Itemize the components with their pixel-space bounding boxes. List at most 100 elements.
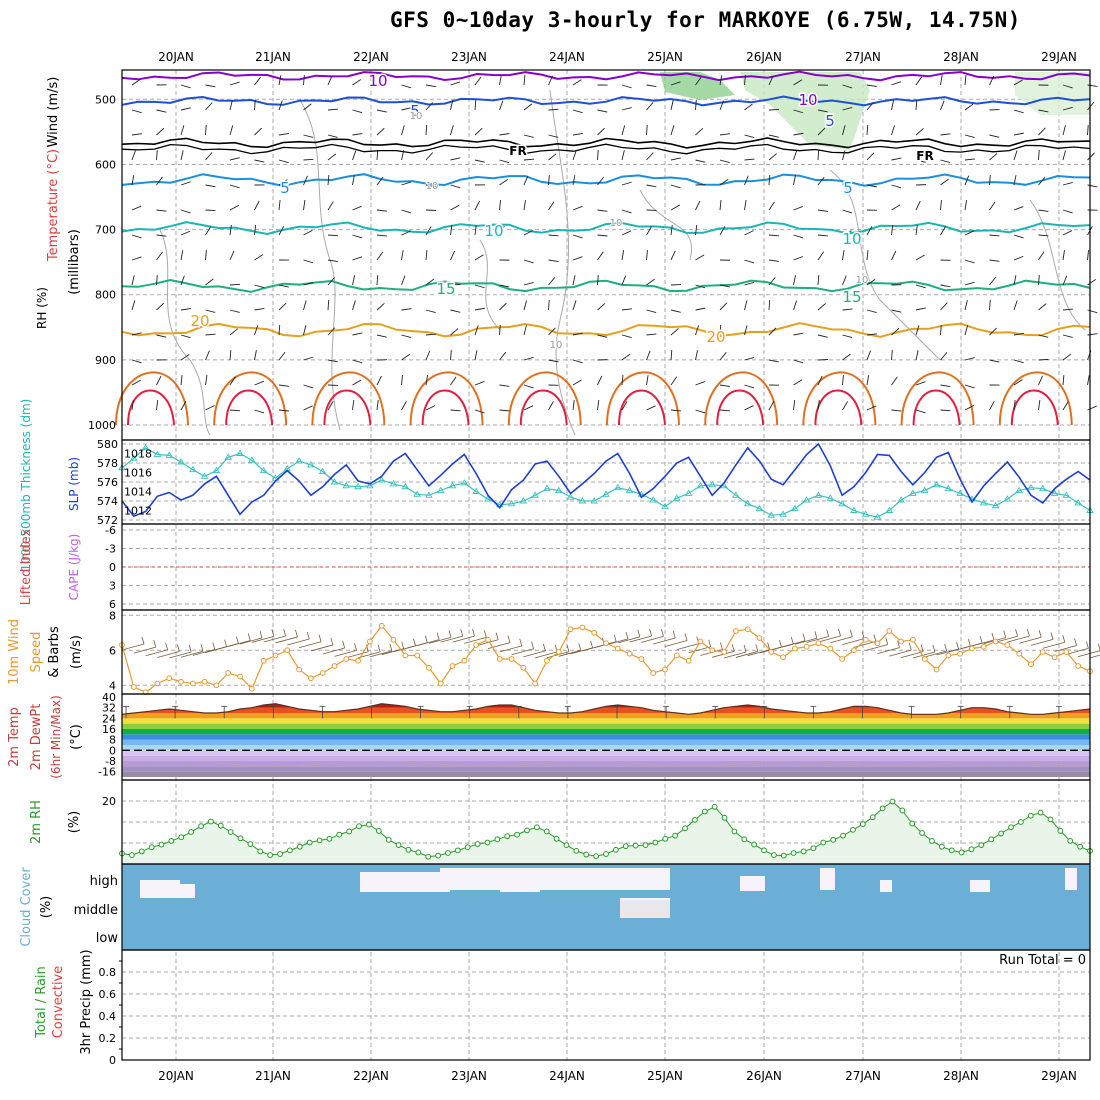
wind-barb	[156, 375, 162, 386]
wind-barb	[327, 327, 336, 336]
slp-tick: 1014	[124, 486, 152, 499]
wind-barb	[915, 159, 926, 163]
cloud-gap	[880, 880, 892, 892]
wind-barb-10m	[1015, 629, 1018, 637]
wind-barb	[670, 184, 681, 189]
wind-barb	[1013, 379, 1023, 386]
bl-contour	[409, 371, 484, 426]
rh-point	[237, 835, 244, 842]
wind-barb	[278, 100, 283, 111]
wind-barb	[254, 254, 264, 261]
wind-speed-point	[744, 626, 751, 633]
wind-barb-10m	[901, 651, 924, 659]
slp-axis-label: SLP (mb)	[67, 457, 81, 511]
wind-barb	[180, 250, 184, 261]
wind-barb	[964, 281, 975, 286]
wind-barb-10m	[342, 640, 346, 649]
rh-point	[593, 853, 600, 860]
rh-point	[968, 846, 975, 853]
wind-speed-point	[874, 640, 881, 647]
wind-speed-point	[307, 675, 314, 682]
wind-barb-10m	[295, 629, 298, 638]
wind10-barbs-label: & Barbs	[47, 626, 62, 678]
wind-barb	[744, 281, 755, 286]
wind-barb	[1062, 275, 1068, 286]
wind-barb	[768, 276, 776, 286]
wind-barb	[989, 327, 997, 336]
wind-barb	[131, 175, 135, 186]
wind-barb	[695, 200, 701, 211]
wind-barb-10m	[169, 651, 192, 659]
wind-barb-10m	[318, 634, 322, 642]
rh-point	[771, 852, 777, 858]
cloud-gap	[500, 872, 540, 892]
rh-point	[395, 842, 402, 848]
wind-barb-10m	[1019, 636, 1042, 644]
wind-barb	[719, 75, 723, 86]
wind-barb	[597, 209, 608, 212]
wind-barb-10m	[460, 629, 464, 637]
wind-barb-10m	[334, 649, 357, 657]
wind-speed-point	[969, 645, 975, 652]
wind-barb	[597, 251, 604, 261]
wind-barb	[1013, 206, 1024, 211]
wind-barb	[842, 209, 853, 214]
wind-barb	[450, 409, 461, 412]
wind-barb	[327, 174, 330, 186]
rh-area	[122, 801, 1090, 864]
wind-barb	[303, 175, 308, 186]
rh2m-label: 2m RH	[29, 800, 44, 844]
wind-barb	[499, 351, 507, 361]
wind-barb	[891, 250, 897, 261]
bl-contour	[716, 389, 765, 426]
wind-barb	[254, 307, 265, 311]
wind-barb	[744, 200, 747, 211]
temp-contour	[121, 173, 1091, 188]
wind-barb-10m	[967, 639, 971, 647]
rh-point	[267, 852, 274, 858]
wind-barb-10m	[908, 642, 912, 651]
wind-barb-10m	[806, 636, 829, 643]
wind-speed-point	[154, 680, 161, 687]
thickness-point	[696, 481, 705, 489]
wind-barb	[597, 274, 599, 286]
wind-barb	[156, 274, 158, 286]
cloud-gap	[970, 880, 990, 892]
rh-point	[247, 841, 254, 847]
wind-barb	[842, 308, 853, 311]
thickness-point	[189, 465, 197, 473]
wind-barb	[523, 405, 534, 411]
thickness-point	[625, 486, 634, 493]
precip-tick: 0.6	[99, 988, 117, 1001]
precip-tick: 0.2	[99, 1032, 117, 1045]
wind-barb	[425, 124, 428, 136]
thickness-point	[295, 457, 303, 464]
wind-barb	[940, 159, 951, 164]
wind-barb	[1062, 230, 1073, 236]
wind-barb-10m	[1030, 638, 1054, 646]
wind-barb	[817, 375, 823, 386]
wind-speed-point	[614, 645, 621, 652]
wind-speed-point	[1063, 649, 1070, 655]
wind-barb	[548, 174, 550, 186]
wind-barb	[1038, 334, 1049, 338]
wind-speed-point	[390, 636, 397, 643]
wind-barb-10m	[873, 634, 877, 642]
wind-barb-10m	[1026, 628, 1030, 637]
rh-point	[484, 839, 491, 846]
temp-band	[122, 745, 1090, 751]
rh-point	[603, 851, 609, 857]
wind-barb	[915, 200, 921, 211]
slp-tick: 1012	[124, 505, 152, 518]
rh-point	[326, 835, 333, 842]
thickness-point	[259, 466, 268, 474]
wind-barb	[1013, 359, 1024, 364]
wind-barb	[523, 200, 526, 211]
wind-barb	[425, 184, 436, 188]
wind-barb	[254, 325, 259, 336]
wind-barb	[940, 352, 948, 361]
contour-label: 10	[610, 218, 623, 229]
li-tick: -6	[105, 524, 116, 537]
wind-barb	[744, 103, 753, 111]
rh-point	[622, 843, 629, 850]
